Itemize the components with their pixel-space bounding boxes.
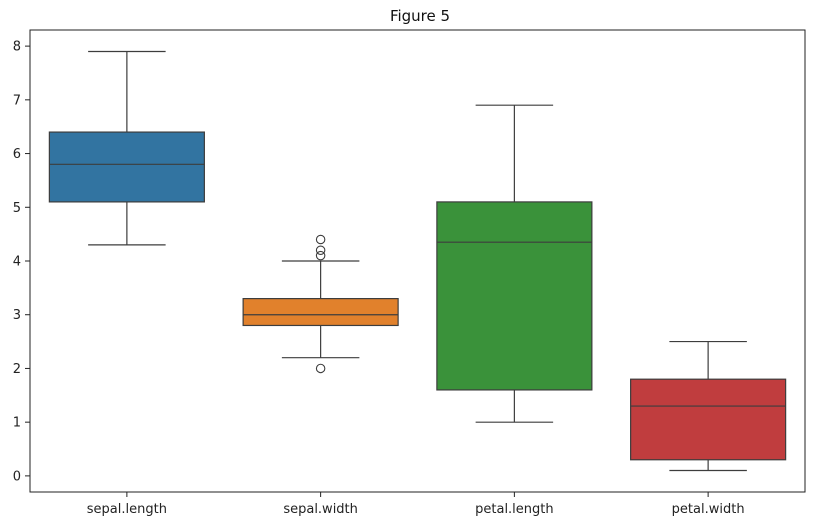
- outlier-point: [315, 250, 326, 261]
- outlier-point: [315, 234, 326, 245]
- y-tick-label: 7: [13, 93, 21, 108]
- box-iqr: [48, 131, 205, 203]
- box-sepal-width: [242, 234, 399, 374]
- box-sepal-length: [48, 50, 205, 246]
- x-tick-label: petal.length: [475, 502, 554, 517]
- x-tick-label: sepal.length: [87, 502, 167, 517]
- chart-title: Figure 5: [390, 7, 450, 25]
- y-tick-label: 2: [13, 362, 21, 377]
- y-tick-label: 1: [13, 416, 21, 431]
- box-iqr: [436, 201, 593, 391]
- x-tick-label: petal.width: [672, 502, 745, 517]
- x-tick-label: sepal.width: [283, 502, 358, 517]
- y-tick-label: 3: [13, 308, 21, 323]
- box-iqr: [242, 298, 399, 327]
- box-iqr: [630, 378, 787, 461]
- y-tick-label: 5: [13, 201, 21, 216]
- y-tick-label: 6: [13, 147, 21, 162]
- outlier-point: [315, 245, 326, 256]
- y-tick-label: 8: [13, 40, 21, 55]
- box-petal-width: [630, 340, 787, 472]
- y-tick-label: 0: [13, 469, 21, 484]
- plot-area: 0 1 2 3 4 5 6 7 8 sepal.length sepal.width petal.le…: [13, 29, 806, 517]
- outlier-point: [315, 363, 326, 374]
- y-tick-label: 4: [13, 255, 21, 270]
- box-petal-length: [436, 104, 593, 423]
